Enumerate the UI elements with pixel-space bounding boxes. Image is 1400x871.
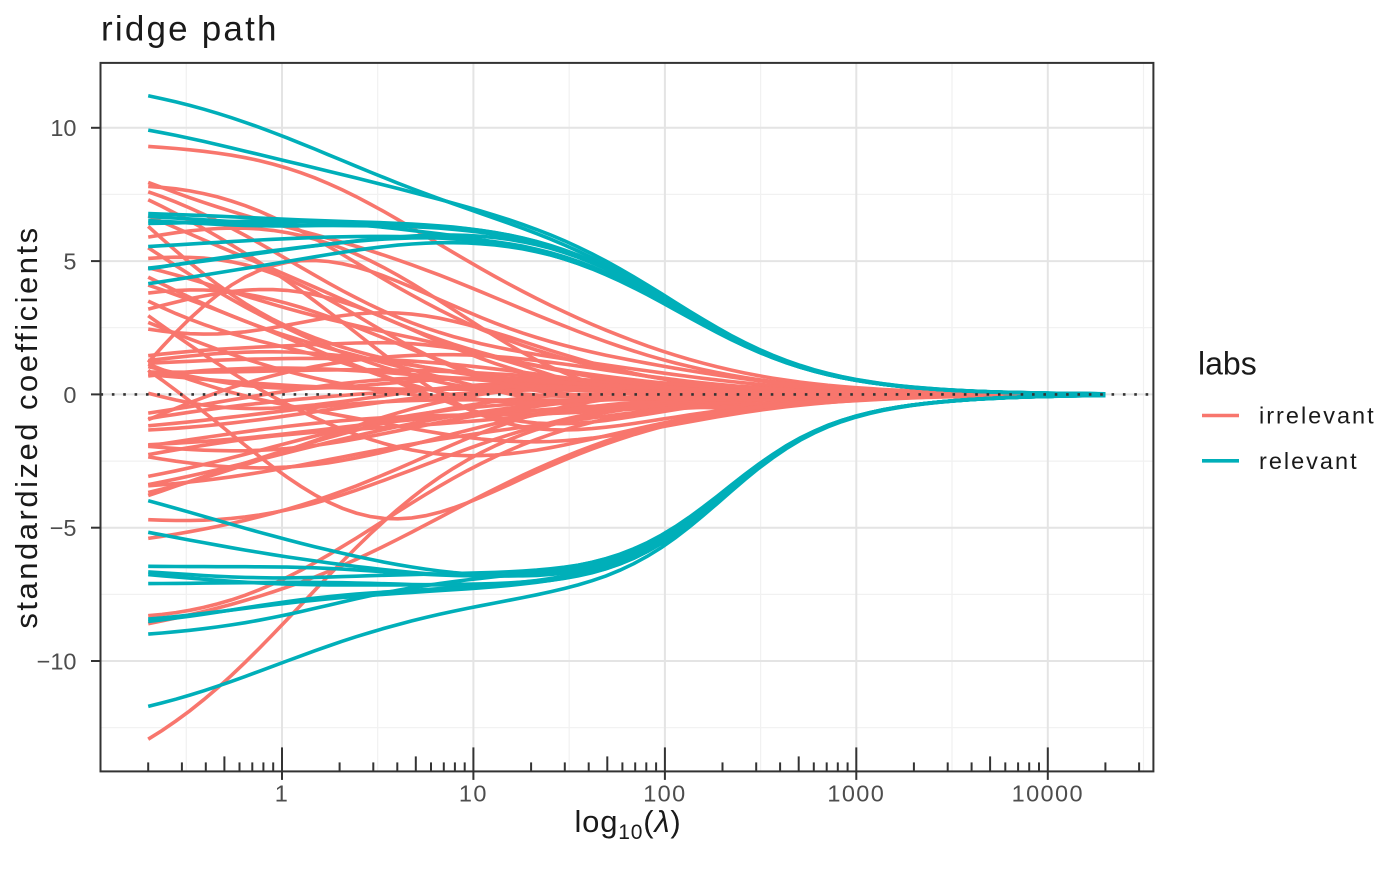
svg-text:−10: −10 xyxy=(37,648,77,674)
svg-text:standardized coefficients: standardized coefficients xyxy=(9,225,44,628)
svg-text:10000: 10000 xyxy=(1012,781,1084,807)
svg-text:10: 10 xyxy=(459,781,488,807)
svg-text:−5: −5 xyxy=(50,515,77,541)
svg-text:5: 5 xyxy=(63,249,76,275)
svg-text:1: 1 xyxy=(275,781,289,807)
svg-text:ridge path: ridge path xyxy=(101,10,279,49)
svg-text:relevant: relevant xyxy=(1259,448,1359,474)
svg-text:100: 100 xyxy=(643,781,686,807)
svg-text:irrelevant: irrelevant xyxy=(1259,403,1376,429)
svg-text:1000: 1000 xyxy=(827,781,885,807)
svg-text:labs: labs xyxy=(1198,346,1257,382)
svg-text:log10(λ): log10(λ) xyxy=(574,804,681,844)
svg-text:0: 0 xyxy=(63,382,76,408)
svg-text:10: 10 xyxy=(50,115,76,141)
